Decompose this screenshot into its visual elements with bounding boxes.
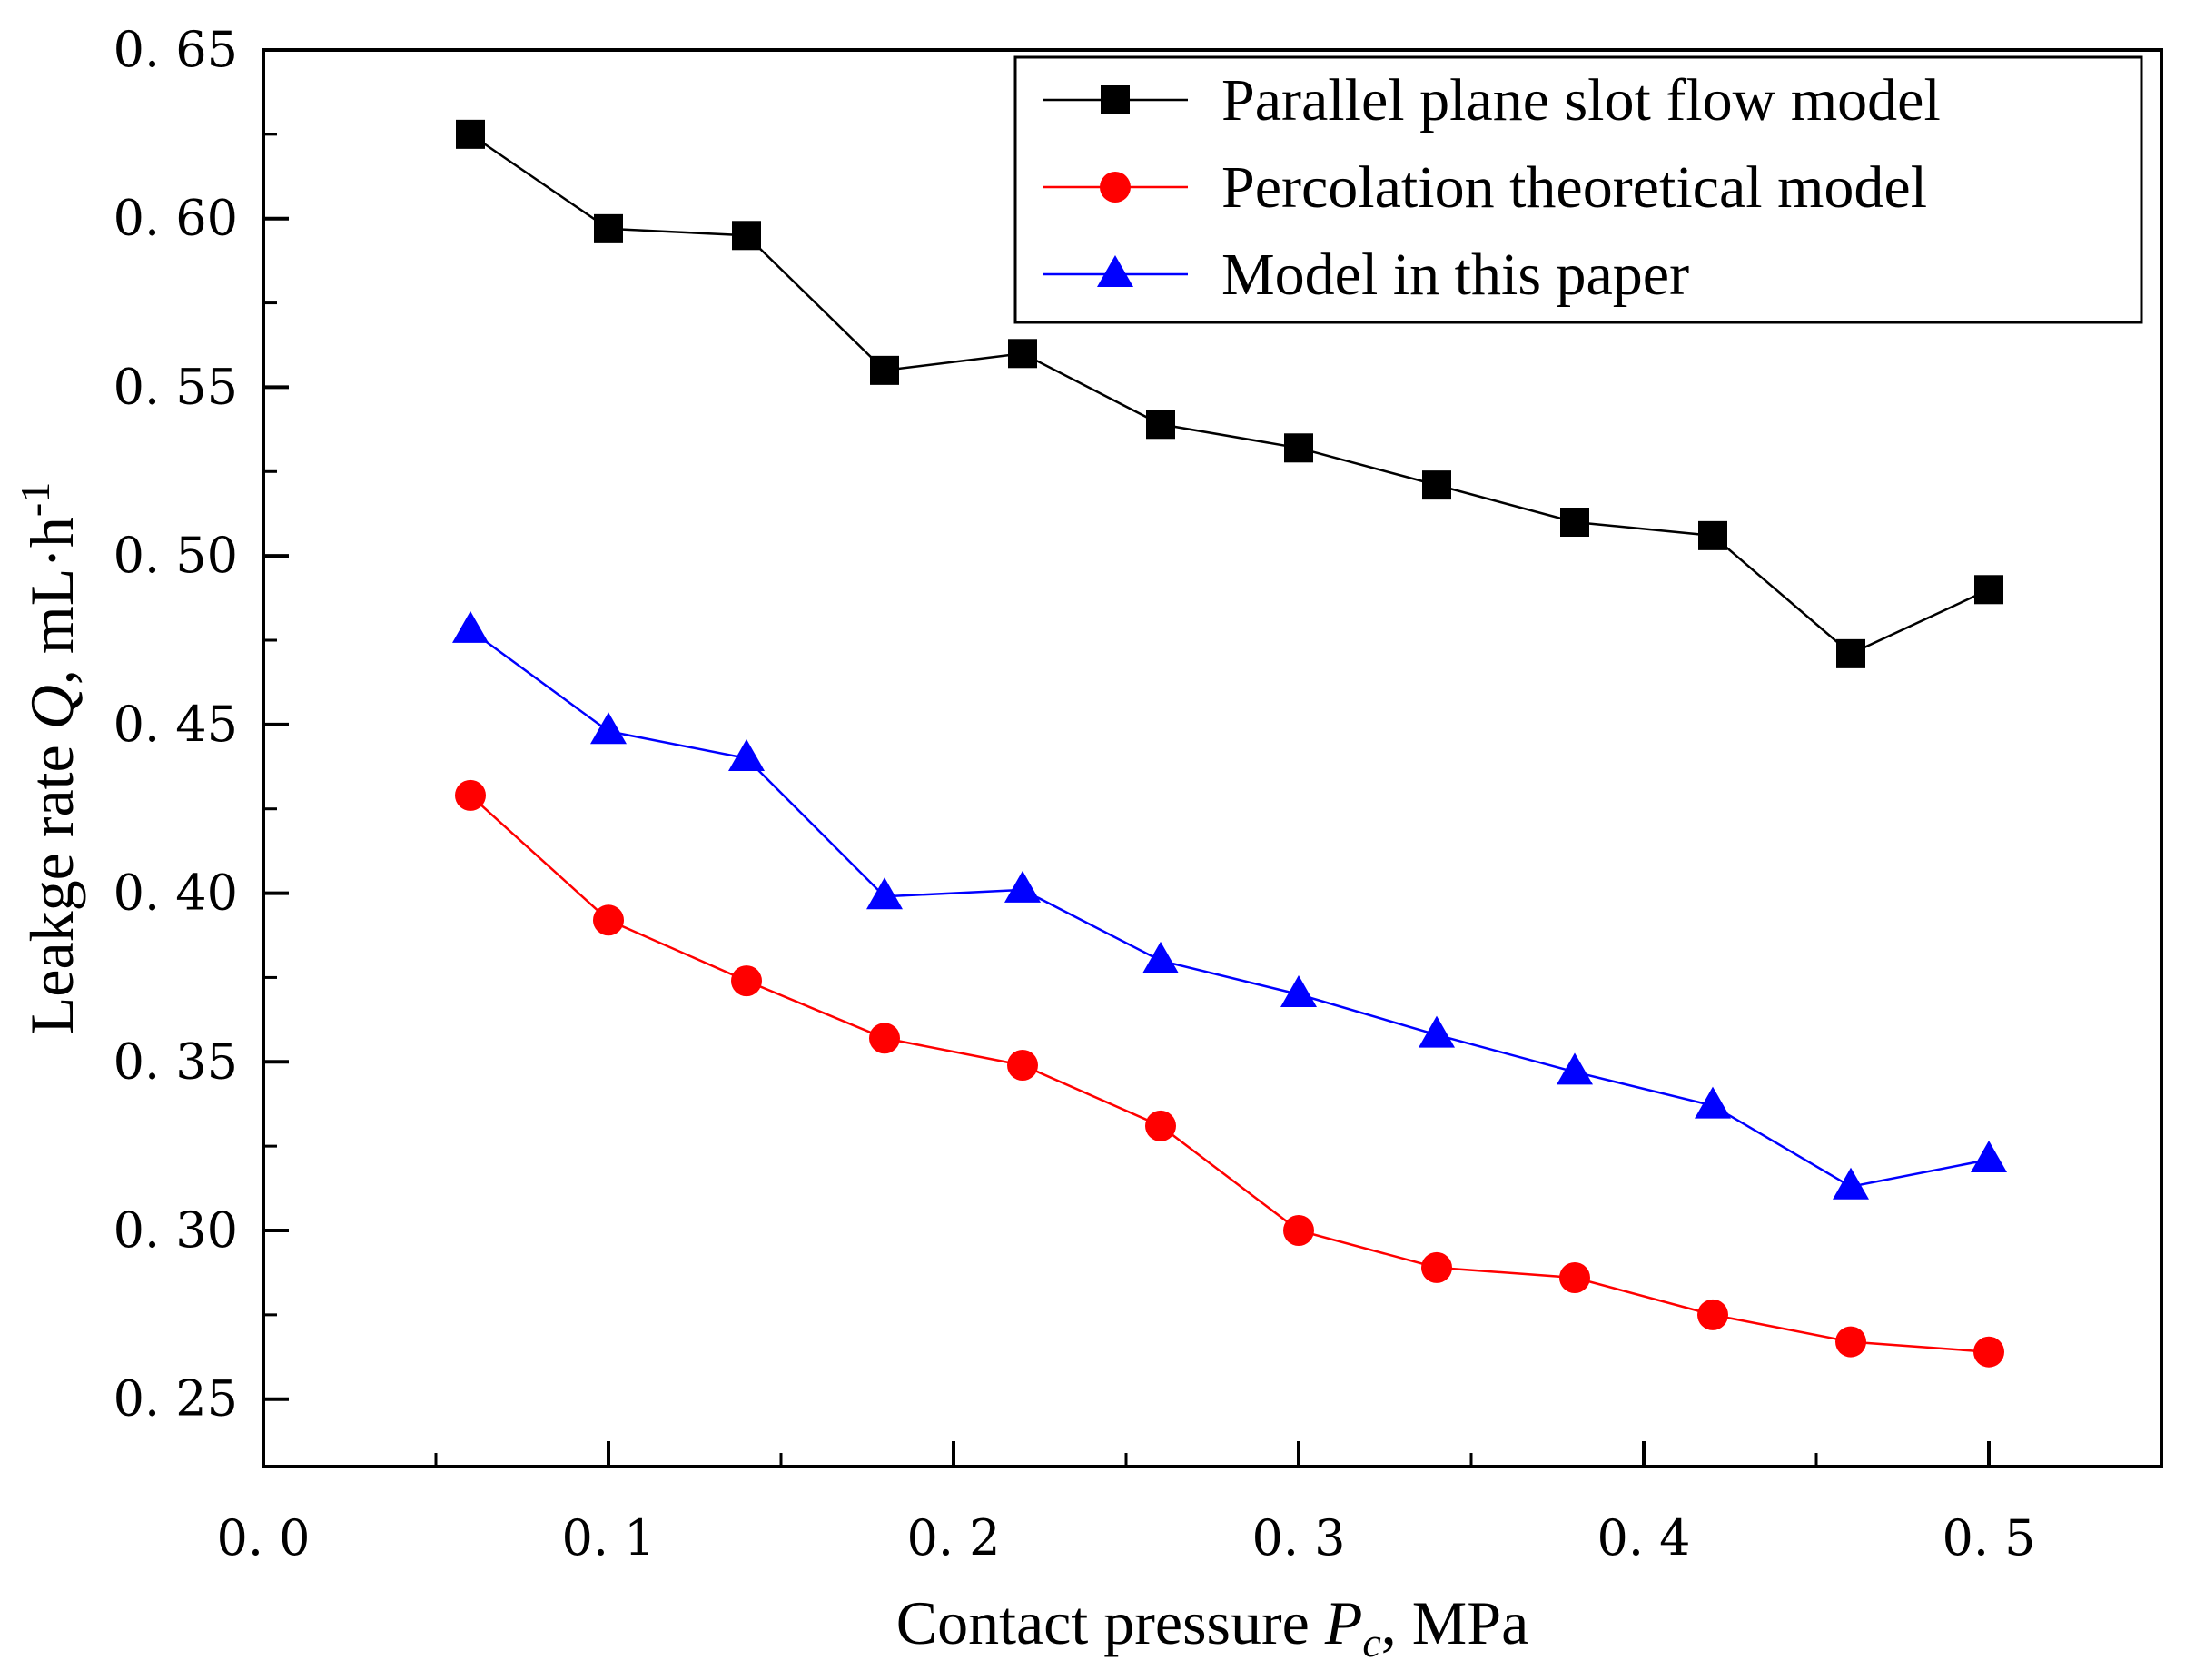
data-point — [728, 739, 765, 771]
legend-box — [1013, 55, 2143, 324]
data-point — [1559, 1262, 1590, 1293]
x-axis-ticks: 0. 0 0. 1 0. 2 0. 3 0. 4 0. 5 — [216, 1441, 2036, 1566]
data-point — [731, 965, 762, 997]
data-point — [1419, 1015, 1455, 1048]
x-tick-label: 0. 1 — [561, 1509, 655, 1566]
plot-frame — [262, 48, 2163, 1468]
y-tick-label: 0. 55 — [114, 358, 238, 415]
data-point — [1835, 1326, 1866, 1358]
x-tick-label: 0. 3 — [1251, 1509, 1345, 1566]
data-point — [1008, 339, 1037, 369]
y-tick-label: 0. 60 — [114, 190, 238, 247]
data-point — [1973, 1336, 2004, 1368]
data-point — [1971, 1141, 2007, 1172]
data-point — [1560, 508, 1589, 537]
legend-label: Percolation theoretical model — [1221, 154, 1927, 221]
data-point — [1557, 1052, 1593, 1085]
data-point — [456, 119, 485, 149]
data-point — [866, 877, 903, 910]
legend: Parallel plane slot flow model Percolatio… — [1013, 55, 2143, 324]
data-point — [590, 712, 627, 745]
series-3 — [452, 610, 2007, 1200]
y-tick-label: 0. 50 — [114, 527, 238, 584]
y-tick-label: 0. 25 — [114, 1370, 238, 1428]
data-point — [870, 355, 899, 385]
series-layer — [452, 119, 2007, 1368]
legend-item: Percolation theoretical model — [1043, 154, 1927, 221]
data-point — [1142, 941, 1179, 973]
legend-label: Model in this paper — [1221, 242, 1689, 308]
data-point — [1833, 1167, 1869, 1200]
data-point — [1146, 410, 1175, 440]
data-point — [593, 904, 624, 936]
data-point — [1004, 870, 1041, 903]
series-1 — [456, 119, 2003, 668]
data-point — [455, 779, 486, 811]
data-point — [1283, 1215, 1314, 1246]
y-tick-label: 0. 65 — [114, 21, 238, 78]
series-line — [470, 133, 1990, 656]
x-tick-label: 0. 5 — [1942, 1509, 2035, 1566]
legend-marker — [1101, 85, 1130, 114]
series-2 — [455, 779, 2004, 1368]
data-point — [1974, 575, 2003, 605]
data-point — [452, 610, 489, 643]
legend-marker — [1100, 172, 1131, 203]
data-point — [594, 213, 623, 243]
data-point — [1007, 1050, 1038, 1081]
data-point — [1697, 1299, 1728, 1330]
series-line — [470, 628, 1990, 1189]
y-axis-title: Leakge rate Q, mL·h-1 — [12, 482, 86, 1035]
x-tick-label: 0. 4 — [1597, 1509, 1690, 1566]
data-point — [732, 221, 761, 251]
y-axis-ticks: 0. 25 0. 30 0. 35 0. 40 0. 45 0. 50 0. 55 0. 60… — [114, 21, 289, 1428]
series-line — [470, 794, 1990, 1353]
data-point — [1422, 470, 1451, 500]
data-point — [1145, 1110, 1176, 1141]
legend-label: Parallel plane slot flow model — [1221, 67, 1941, 133]
legend-marker — [1097, 255, 1133, 287]
data-point — [1698, 520, 1727, 550]
y-tick-label: 0. 35 — [114, 1033, 238, 1090]
x-tick-label: 0. 2 — [906, 1509, 1000, 1566]
legend-item: Parallel plane slot flow model — [1043, 67, 1941, 133]
data-point — [1836, 638, 1865, 668]
y-tick-label: 0. 40 — [114, 865, 238, 922]
y-tick-label: 0. 45 — [114, 696, 238, 753]
x-tick-label: 0. 0 — [216, 1509, 310, 1566]
y-tick-label: 0. 30 — [114, 1201, 238, 1259]
data-point — [1284, 433, 1313, 463]
data-point — [1695, 1086, 1731, 1119]
data-point — [1421, 1251, 1452, 1283]
legend-item: Model in this paper — [1043, 242, 1689, 308]
data-point — [869, 1023, 900, 1054]
data-point — [1280, 975, 1317, 1007]
x-axis-title: Contact pressure Pc, MPa — [896, 1588, 1529, 1665]
